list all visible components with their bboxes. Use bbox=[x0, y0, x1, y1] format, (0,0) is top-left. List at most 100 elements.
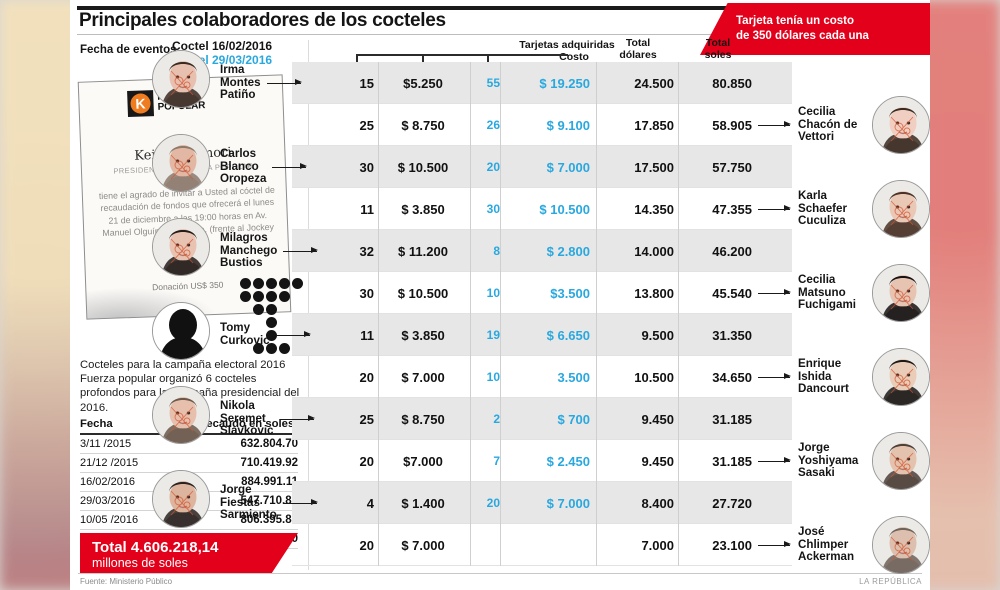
name-line: Enrique bbox=[798, 357, 842, 371]
cell-total-soles: 57.750 bbox=[712, 159, 752, 175]
left-person: Carlos Blanco Oropeza bbox=[152, 134, 308, 192]
left-person: Milagros Manchego Bustios bbox=[152, 218, 319, 276]
cell-total-dolares: 14.000 bbox=[634, 243, 674, 259]
cell-total-soles: 45.540 bbox=[712, 285, 752, 301]
cell-tarjetas-1: 11 bbox=[360, 201, 374, 217]
collection-row: 16/02/2016 884.991.11 bbox=[80, 473, 298, 492]
cell-costo-1: $ 10.500 bbox=[397, 159, 449, 175]
tick-down-qty1 bbox=[356, 54, 358, 66]
dot bbox=[292, 278, 303, 289]
panel-divider bbox=[308, 40, 309, 570]
avatar bbox=[872, 96, 930, 154]
cell-tarjetas-1: 30 bbox=[359, 285, 374, 301]
cell-costo-1: $5.250 bbox=[403, 75, 443, 91]
person-name: Karla Schaefer Cuculiza bbox=[798, 190, 870, 228]
cell-tarjetas-1: 15 bbox=[359, 75, 374, 91]
cell-costo-2: $ 6.650 bbox=[546, 327, 590, 343]
cell-tarjetas-2: 2 bbox=[493, 412, 500, 426]
avatar bbox=[152, 302, 210, 360]
dot bbox=[266, 291, 277, 302]
cell-total-dolares: 13.800 bbox=[634, 285, 674, 301]
cell-costo-2: $3.500 bbox=[550, 285, 590, 301]
cell-costo-1: $ 8.750 bbox=[401, 117, 445, 133]
cell-tarjetas-2: 10 bbox=[486, 370, 500, 384]
dot bbox=[253, 278, 264, 289]
column-gridline-4 bbox=[678, 62, 679, 566]
cell-total-dolares: 9.450 bbox=[641, 411, 674, 427]
logo-letter: K bbox=[130, 93, 151, 114]
red-callout-line-1: Tarjeta tenía un costo bbox=[736, 15, 855, 27]
name-line: Yoshiyama bbox=[798, 453, 859, 467]
cell-tarjetas-1: 11 bbox=[360, 327, 374, 343]
cell-total-soles: 80.850 bbox=[712, 75, 752, 91]
name-line: Manchego bbox=[220, 243, 278, 257]
collection-date: 29/03/2016 bbox=[80, 495, 136, 507]
cell-costo-2: $ 7.000 bbox=[546, 159, 590, 175]
cell-tarjetas-2: 20 bbox=[486, 496, 500, 510]
contributors-table: Tarjetas adquiridas Costo Total dólares Tot… bbox=[152, 37, 930, 574]
footer-rule bbox=[78, 573, 922, 574]
pointer-arrow bbox=[758, 205, 791, 211]
pointer-arrow bbox=[758, 373, 791, 379]
name-line: Cecilia bbox=[798, 273, 836, 287]
avatar bbox=[152, 134, 210, 192]
dot-arrow-graphic bbox=[240, 278, 303, 360]
name-line: Slavkovic bbox=[220, 424, 274, 438]
pointer-arrow bbox=[758, 121, 791, 127]
cell-costo-1: $ 3.850 bbox=[401, 327, 445, 343]
cell-total-dolares: 17.500 bbox=[634, 159, 674, 175]
person-name: Cecilia Matsuno Fuchigami bbox=[798, 274, 870, 312]
cell-costo-1: $ 8.750 bbox=[401, 411, 445, 427]
cell-total-soles: 23.100 bbox=[712, 537, 752, 553]
right-person: Jorge Yoshiyama Sasaki bbox=[758, 432, 930, 490]
name-line: Schaefer bbox=[798, 201, 847, 215]
avatar bbox=[872, 180, 930, 238]
row-separator bbox=[292, 523, 792, 524]
pointer-arrow bbox=[758, 457, 791, 463]
person-name: Jorge Fiestas Sarmiento bbox=[220, 484, 277, 522]
cell-total-dolares: 14.350 bbox=[634, 201, 674, 217]
cell-total-soles: 47.355 bbox=[712, 201, 752, 217]
cell-tarjetas-1: 20 bbox=[359, 537, 374, 553]
cell-tarjetas-2: 10 bbox=[486, 286, 500, 300]
cell-costo-2: $ 19.250 bbox=[539, 75, 590, 91]
header-total-soles: Total soles bbox=[704, 37, 732, 61]
cell-total-soles: 31.350 bbox=[712, 327, 752, 343]
name-line: José bbox=[798, 525, 825, 539]
pointer-arrow bbox=[758, 289, 791, 295]
table-row: 11 $ 3.850 30 $ 10.500 14.350 47.355 bbox=[292, 188, 792, 230]
name-line: Patiño bbox=[220, 88, 256, 102]
name-line: Ishida bbox=[798, 369, 832, 383]
cell-total-dolares: 9.500 bbox=[641, 327, 674, 343]
cell-costo-2: $ 2.450 bbox=[546, 453, 590, 469]
person-name: Nikola Seremet Slavkovic bbox=[220, 400, 274, 438]
person-name: Jorge Yoshiyama Sasaki bbox=[798, 442, 870, 480]
tick-down-qty2 bbox=[487, 54, 489, 66]
person-name: Cecilia Chacón de Vettori bbox=[798, 106, 870, 144]
cell-tarjetas-1: 25 bbox=[359, 117, 374, 133]
collection-row: 3/11 /2015 632.804.70 bbox=[80, 435, 298, 454]
column-gridline-0 bbox=[378, 62, 379, 566]
row-separator bbox=[292, 355, 792, 356]
avatar bbox=[152, 386, 210, 444]
avatar bbox=[152, 50, 210, 108]
cell-tarjetas-2: 20 bbox=[486, 160, 500, 174]
name-line: Blanco bbox=[220, 159, 259, 173]
name-line: Sasaki bbox=[798, 466, 835, 480]
collection-date: 16/02/2016 bbox=[80, 476, 136, 488]
row-separator bbox=[292, 229, 792, 230]
name-line: Montes bbox=[220, 75, 261, 89]
red-callout-banner: Tarjeta tenía un costo de 350 dólares ca… bbox=[700, 3, 930, 55]
cell-tarjetas-2: 19 bbox=[486, 328, 500, 342]
avatar bbox=[872, 516, 930, 574]
dot bbox=[266, 317, 277, 328]
person-name: José Chlimper Ackerman bbox=[798, 526, 870, 564]
name-line: Irma bbox=[220, 63, 245, 77]
table-row: 32 $ 11.200 8 $ 2.800 14.000 46.200 bbox=[292, 230, 792, 272]
avatar bbox=[152, 470, 210, 528]
cell-costo-1: $ 7.000 bbox=[401, 369, 445, 385]
avatar bbox=[872, 432, 930, 490]
cell-total-dolares: 7.000 bbox=[641, 537, 674, 553]
right-person: Cecilia Chacón de Vettori bbox=[758, 96, 930, 154]
publication-credit: LA REPÚBLICA bbox=[859, 577, 922, 586]
